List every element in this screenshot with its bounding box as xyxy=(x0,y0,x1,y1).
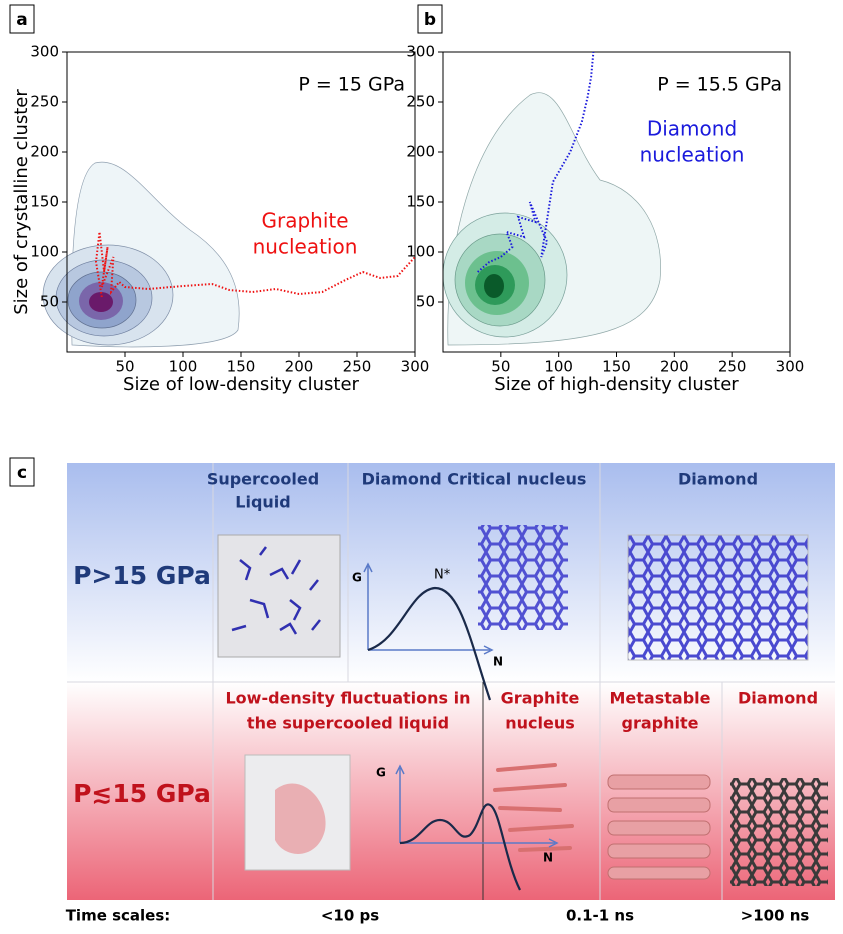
x-tick-label: 150 xyxy=(602,358,631,376)
column-header: the supercooled liquid xyxy=(247,714,449,733)
structure-images xyxy=(217,525,828,886)
annotation: nucleation xyxy=(253,235,358,259)
x-axis-label: Size of high-density cluster xyxy=(494,374,739,395)
row-label: P≲15 GPa xyxy=(73,779,211,808)
bottom-row xyxy=(67,682,835,900)
y-tick-label: 250 xyxy=(30,93,59,111)
trajectory xyxy=(477,51,595,273)
x-tick-label: 250 xyxy=(343,358,372,376)
annotation: nucleation xyxy=(640,143,745,167)
panel-label: a xyxy=(16,10,27,30)
x-tick-label: 300 xyxy=(776,358,805,376)
y-tick-label: 300 xyxy=(406,43,435,61)
column-header: Diamond xyxy=(738,689,818,708)
y-tick-label: 50 xyxy=(416,293,435,311)
x-tick-label: 50 xyxy=(115,358,134,376)
axis-label: G xyxy=(376,766,386,780)
column-header: Graphite xyxy=(501,689,580,708)
x-tick-label: 200 xyxy=(285,358,314,376)
annotation: P = 15.5 GPa xyxy=(657,74,782,96)
annotation: P = 15 GPa xyxy=(298,74,405,96)
annotation: N* xyxy=(434,568,451,583)
time-scale: >100 ns xyxy=(741,907,810,925)
x-tick-label: 100 xyxy=(544,358,573,376)
x-axis-label: Size of low-density cluster xyxy=(123,374,360,395)
energy-curve xyxy=(367,586,521,891)
y-tick-label: 50 xyxy=(40,293,59,311)
time-scale-label: Time scales: xyxy=(66,907,171,925)
y-tick-label: 150 xyxy=(30,193,59,211)
column-header: Supercooled xyxy=(207,470,319,489)
y-tick-label: 200 xyxy=(30,143,59,161)
panel-label: b xyxy=(424,10,436,30)
time-scale: 0.1-1 ns xyxy=(566,907,634,925)
x-tick-label: 200 xyxy=(660,358,689,376)
column-header: Low-density fluctuations in xyxy=(225,689,470,708)
y-tick-label: 250 xyxy=(406,93,435,111)
column-header: Metastable xyxy=(610,689,711,708)
x-tick-label: 150 xyxy=(227,358,256,376)
axis-label: N xyxy=(543,851,553,865)
x-tick-label: 300 xyxy=(401,358,430,376)
column-header: Diamond xyxy=(678,470,758,489)
column-header: Liquid xyxy=(235,493,290,512)
y-tick-label: 200 xyxy=(406,143,435,161)
column-header: nucleus xyxy=(505,714,575,733)
dividers xyxy=(67,463,835,900)
column-header: graphite xyxy=(622,714,699,733)
column-header: Diamond Critical nucleus xyxy=(362,470,587,489)
axis-label: N xyxy=(493,655,503,669)
axis-label: G xyxy=(352,571,362,585)
panel-label-box xyxy=(417,4,443,34)
y-tick-label: 100 xyxy=(406,243,435,261)
row-label: P>15 GPa xyxy=(73,561,211,590)
time-scale: <10 ps xyxy=(321,907,379,925)
x-tick-label: 50 xyxy=(491,358,510,376)
y-axis-label: Size of crystalline cluster xyxy=(11,89,32,315)
trajectory xyxy=(94,231,416,298)
y-tick-label: 150 xyxy=(406,193,435,211)
panel-label-box xyxy=(9,457,35,487)
y-tick-label: 300 xyxy=(30,43,59,61)
annotation: Diamond xyxy=(647,117,737,141)
energy-axes xyxy=(363,562,559,848)
x-tick-label: 250 xyxy=(718,358,747,376)
annotation: Graphite xyxy=(261,209,348,233)
x-tick-label: 100 xyxy=(169,358,198,376)
panel-label: c xyxy=(17,463,27,483)
panel-label-box xyxy=(9,4,35,34)
y-tick-label: 100 xyxy=(30,243,59,261)
density-contours xyxy=(42,92,661,348)
